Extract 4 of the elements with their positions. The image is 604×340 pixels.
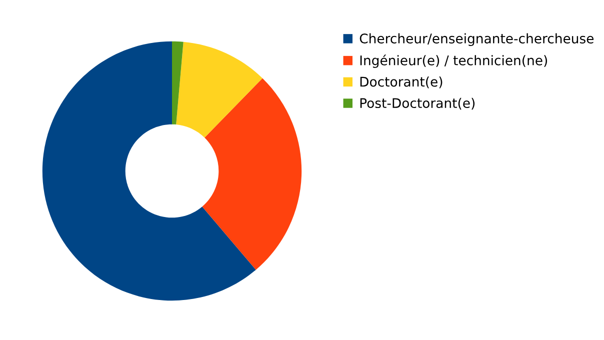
- legend-label: Post-Doctorant(e): [360, 98, 475, 110]
- legend-label: Doctorant(e): [360, 76, 442, 88]
- legend-label: Ingénieur(e) / technicien(ne): [360, 54, 548, 68]
- legend-label: Chercheur/enseignante-chercheuse: [360, 33, 594, 46]
